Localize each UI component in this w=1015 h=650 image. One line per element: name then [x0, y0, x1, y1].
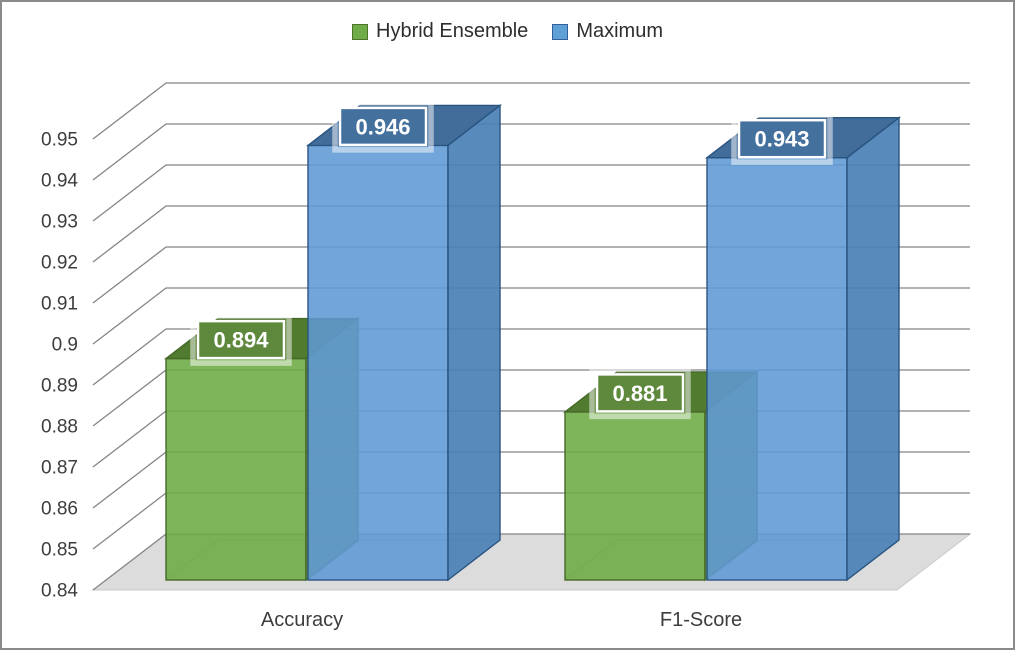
bar-front-face	[307, 144, 449, 581]
data-label-0.881: 0.881	[589, 366, 691, 420]
bar-maximum-f1-score	[704, 116, 902, 582]
data-label-0.894: 0.894	[190, 313, 292, 366]
legend-label-maximum: Maximum	[576, 20, 663, 42]
bar-front-face	[706, 156, 848, 581]
data-label-value: 0.943	[754, 127, 809, 152]
data-label-value: 0.881	[612, 381, 667, 406]
data-label-glow	[190, 313, 292, 366]
data-label-value: 0.894	[213, 328, 269, 353]
chart-legend: Hybrid Ensemble Maximum	[2, 20, 1013, 43]
data-label-0.943: 0.943	[731, 112, 833, 165]
gridline	[92, 328, 970, 386]
legend-label-hybrid-ensemble: Hybrid Ensemble	[376, 20, 529, 42]
gridline	[92, 82, 970, 140]
y-tick-label: 0.84	[41, 581, 78, 602]
y-tick-label: 0.92	[41, 253, 78, 274]
y-tick-label: 0.85	[41, 540, 78, 561]
data-label-box	[338, 106, 428, 147]
legend-swatch-maximum	[552, 23, 569, 40]
bar-maximum-accuracy	[305, 103, 503, 582]
data-label-box	[595, 373, 685, 413]
category-label-f1-score: F1-Score	[660, 609, 742, 631]
bar-front-face	[165, 357, 307, 581]
y-tick-label: 0.89	[41, 376, 78, 397]
gridline	[92, 164, 970, 222]
data-label-glow	[731, 112, 833, 165]
y-tick-label: 0.87	[41, 458, 78, 479]
data-label-value: 0.946	[355, 114, 410, 139]
y-tick-label: 0.86	[41, 499, 78, 520]
y-tick-label: 0.95	[41, 130, 78, 151]
data-label-glow	[589, 366, 691, 420]
category-label-accuracy: Accuracy	[261, 609, 343, 631]
bar-side-face	[846, 116, 900, 582]
gridline	[92, 246, 970, 304]
y-tick-label: 0.91	[41, 294, 78, 315]
data-label-box	[737, 118, 827, 159]
bar-side-face	[447, 103, 501, 582]
legend-item-maximum: Maximum	[552, 20, 663, 43]
y-tick-label: 0.93	[41, 212, 78, 233]
bar-front-face	[564, 411, 706, 581]
legend-item-hybrid-ensemble: Hybrid Ensemble	[352, 20, 528, 43]
data-labels: 0.894 0.946 0.881 0.943	[190, 100, 833, 420]
y-tick-label: 0.9	[52, 335, 78, 356]
data-label-box	[196, 319, 286, 360]
data-label-0.946: 0.946	[332, 100, 434, 153]
y-tick-label: 0.94	[41, 171, 78, 192]
gridline	[92, 205, 970, 263]
gridline	[92, 287, 970, 345]
y-tick-label: 0.88	[41, 417, 78, 438]
data-label-glow	[332, 100, 434, 153]
gridline	[92, 123, 970, 181]
legend-swatch-hybrid-ensemble	[352, 23, 369, 40]
